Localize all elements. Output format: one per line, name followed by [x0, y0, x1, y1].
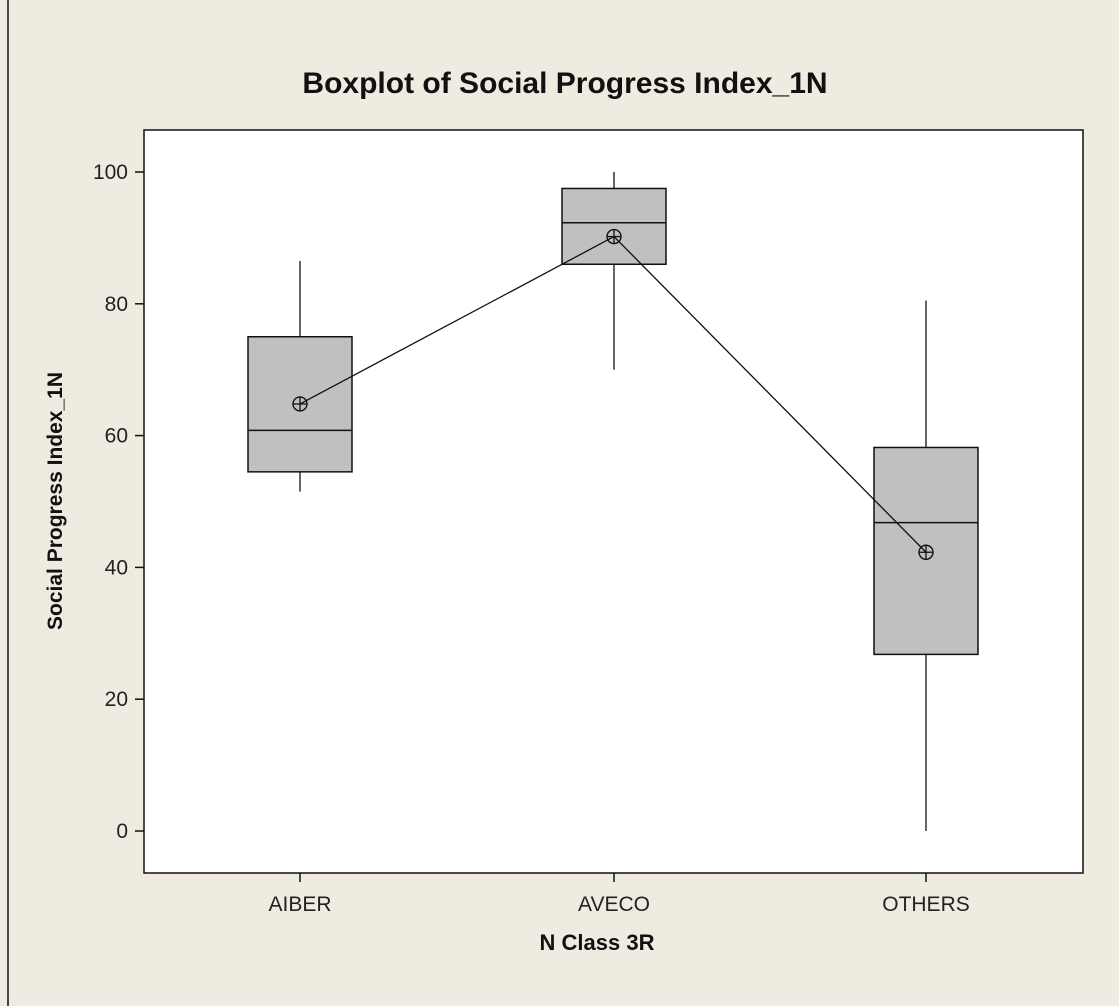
y-axis-ticks: 0 20 40 60 80 100 [93, 161, 144, 843]
box-aveco [561, 172, 667, 370]
y-tick-label-0: 0 [116, 820, 128, 843]
mean-marker-aiber [292, 396, 308, 412]
y-tick-label-40: 40 [105, 556, 128, 579]
iqr-box-aveco [561, 187, 667, 266]
x-tick-label-aveco: AVECO [578, 893, 650, 916]
x-tick-label-others: OTHERS [882, 893, 970, 916]
y-tick-label-20: 20 [105, 688, 128, 711]
x-axis-label: N Class 3R [540, 930, 655, 955]
y-tick-label-80: 80 [105, 293, 128, 316]
mean-markers [292, 228, 934, 560]
mean-marker-others [918, 544, 934, 560]
mean-marker-aveco [606, 228, 622, 245]
x-tick-label-aiber: AIBER [268, 893, 331, 916]
chart-title: Boxplot of Social Progress Index_1N [302, 67, 827, 100]
y-axis-label: Social Progress Index_1N [44, 372, 67, 630]
y-tick-label-60: 60 [105, 425, 128, 448]
x-axis-ticks: AIBER AVECO OTHERS [268, 873, 970, 916]
y-tick-label-100: 100 [93, 161, 128, 184]
